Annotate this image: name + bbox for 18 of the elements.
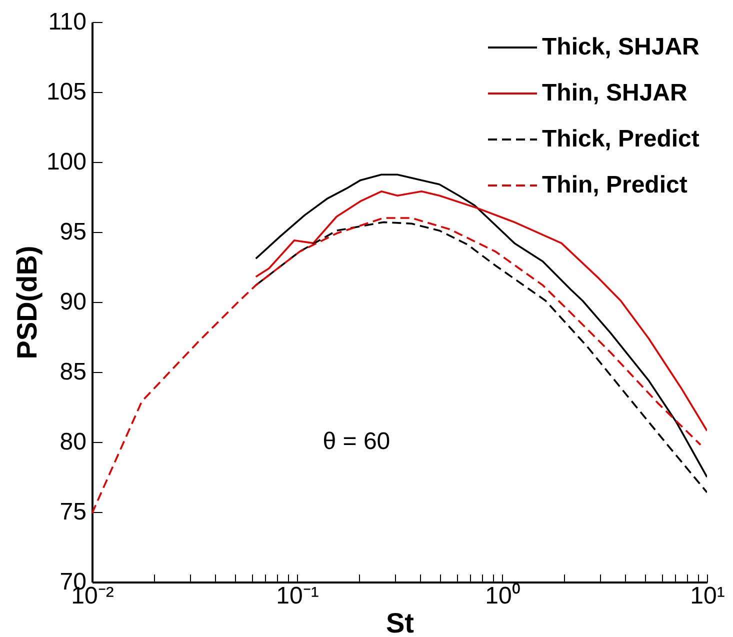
legend-label: Thin, Predict [542, 172, 688, 198]
x-tick-label: 10⁻¹ [276, 582, 319, 610]
y-tick-label: 105 [46, 78, 86, 106]
annotation: θ = 60 [322, 428, 390, 455]
y-axis-title: PSD(dB) [11, 246, 42, 360]
legend-label: Thick, Predict [542, 126, 700, 152]
legend-label: Thick, SHJAR [542, 34, 700, 60]
x-tick-label: 10⁰ [485, 582, 520, 610]
y-tick-label: 110 [48, 8, 86, 36]
y-tick-label: 90 [60, 288, 86, 316]
y-tick-label: 95 [60, 218, 86, 246]
legend-label: Thin, SHJAR [542, 80, 688, 106]
y-tick-label: 80 [60, 428, 86, 456]
y-tick-label: 85 [60, 358, 86, 386]
x-tick-label: 10¹ [690, 582, 725, 610]
y-tick-label: 100 [46, 148, 86, 176]
y-tick-label: 75 [60, 498, 86, 526]
x-axis-title: St [386, 608, 414, 637]
